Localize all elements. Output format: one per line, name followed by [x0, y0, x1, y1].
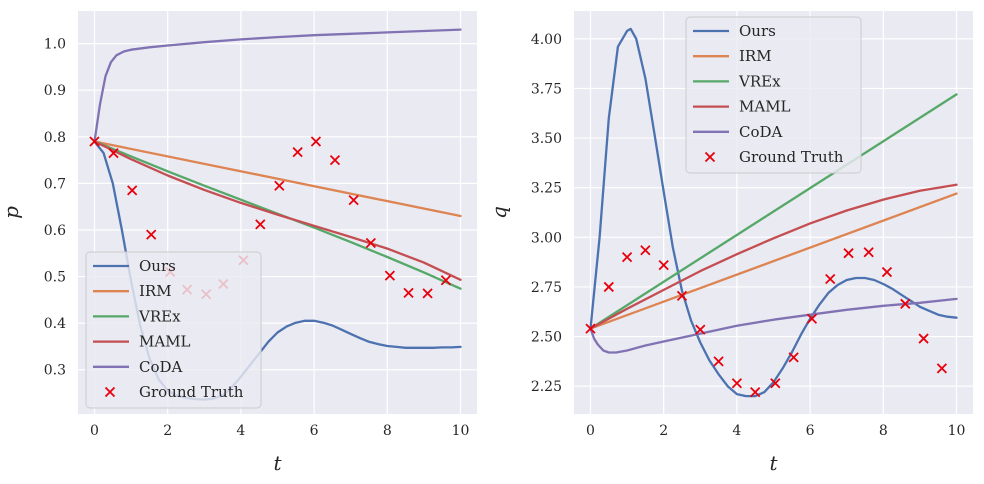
legend-swatch-ground-truth	[104, 386, 116, 398]
series-line-irm	[93, 140, 462, 218]
x-tick-label: 2	[163, 423, 172, 439]
series-line-maml	[93, 140, 462, 281]
series-group	[589, 27, 958, 398]
ground-truth-markers	[585, 245, 948, 398]
y-axis-label: q	[487, 206, 511, 219]
ground-truth-marker	[422, 288, 433, 299]
x-tick-label: 2	[659, 423, 668, 439]
y-tick-label: 0.6	[44, 223, 66, 239]
ground-truth-marker	[403, 287, 414, 299]
legend-label-ground-truth: Ground Truth	[739, 148, 844, 166]
ground-truth-marker	[310, 136, 322, 147]
y-tick-label: 0.5	[44, 270, 66, 286]
legend-label-maml: MAML	[739, 98, 791, 116]
legend-label-maml: MAML	[139, 333, 191, 351]
x-tick-label: 10	[948, 423, 966, 439]
y-tick-label: 0.4	[44, 316, 66, 332]
series-line-ours	[589, 27, 958, 398]
x-tick-label: 10	[452, 423, 470, 439]
ground-truth-marker	[843, 248, 854, 259]
ground-truth-marker	[918, 333, 929, 344]
y-tick-label: 2.50	[531, 330, 562, 346]
y-tick-label: 4.00	[531, 32, 562, 48]
legend: Ours IRM VREx MAML CoDA Ground Truth	[85, 251, 262, 409]
ground-truth-marker	[731, 378, 743, 389]
legend-box	[85, 251, 262, 409]
ground-truth-marker	[825, 273, 836, 285]
x-tick-label: 6	[310, 423, 319, 439]
ground-truth-marker	[603, 281, 614, 293]
ground-truth-marker	[585, 323, 596, 334]
x-tick-label: 4	[732, 423, 741, 439]
ground-truth-marker	[640, 245, 651, 256]
legend-label-ground-truth: Ground Truth	[139, 383, 244, 401]
ground-truth-marker	[365, 237, 376, 249]
series-line-coda	[93, 28, 462, 143]
ground-truth-marker	[713, 356, 724, 367]
left-panel-p: 0 2 4 6 8 10 0.3 0.4 0.5 0.6 0.7 0.8 0.9 1.0 t p Ours IRM…	[0, 11, 477, 475]
legend-label-ours: Ours	[139, 257, 176, 275]
ground-truth-marker	[658, 259, 669, 271]
series-line-maml	[589, 183, 958, 330]
x-tick-label: 6	[806, 423, 815, 439]
ground-truth-marker	[881, 266, 893, 278]
series-line-irm	[589, 192, 958, 330]
ground-truth-marker	[806, 313, 818, 324]
legend-label-coda: CoDA	[139, 358, 183, 376]
legend-label-irm: IRM	[139, 282, 172, 300]
x-axis-label: t	[273, 451, 282, 475]
legend-label-vrex: VREx	[138, 307, 181, 325]
y-tick-label: 3.50	[531, 131, 562, 147]
y-tick-label: 1.0	[44, 37, 66, 53]
ground-truth-marker	[863, 247, 874, 258]
y-tick-label: 2.75	[531, 280, 562, 296]
y-tick-label: 0.8	[44, 130, 66, 146]
ground-truth-marker	[695, 324, 706, 335]
y-axis-label: p	[0, 206, 23, 219]
legend: Ours IRM VREx MAML CoDA Ground Truth	[685, 16, 862, 174]
x-tick-label: 0	[90, 423, 99, 439]
ground-truth-marker	[440, 275, 452, 286]
x-tick-label: 8	[383, 423, 392, 439]
y-tick-label: 0.9	[44, 83, 66, 99]
y-tick-label: 3.00	[531, 230, 562, 246]
ground-truth-marker	[292, 147, 303, 158]
ground-truth-marker	[89, 136, 100, 147]
ground-truth-marker	[621, 252, 633, 263]
ground-truth-marker	[127, 185, 138, 196]
legend-label-irm: IRM	[739, 47, 772, 65]
ground-truth-marker	[348, 195, 359, 206]
legend-box	[685, 16, 862, 174]
x-axis-label: t	[769, 451, 778, 475]
y-tick-label: 3.75	[531, 81, 562, 97]
ground-truth-marker	[750, 387, 761, 398]
y-tick-label: 3.25	[531, 181, 562, 197]
y-tick-label: 2.25	[531, 379, 562, 395]
x-tick-label: 0	[586, 423, 595, 439]
ground-truth-marker	[146, 229, 157, 240]
ground-truth-marker	[329, 154, 341, 166]
y-tick-label: 0.3	[44, 363, 66, 379]
x-tick-label: 4	[236, 423, 245, 439]
ground-truth-marker	[676, 290, 688, 302]
legend-swatch-ground-truth	[704, 151, 716, 163]
y-tick-label: 0.7	[44, 176, 66, 192]
ground-truth-marker	[274, 180, 285, 191]
legend-label-coda: CoDA	[739, 123, 783, 141]
ground-truth-marker	[255, 219, 266, 230]
ground-truth-marker	[788, 352, 799, 363]
x-tick-label: 8	[879, 423, 888, 439]
ground-truth-marker	[936, 363, 948, 374]
ground-truth-marker	[108, 147, 119, 159]
ground-truth-marker	[384, 270, 396, 281]
legend-label-ours: Ours	[739, 22, 776, 40]
right-panel-q: 0 2 4 6 8 10 2.25 2.50 2.75 3.00 3.25 3.50 3.75 4.00 t…	[487, 11, 973, 475]
series-line-vrex	[589, 93, 958, 330]
ground-truth-marker	[900, 298, 911, 309]
legend-label-vrex: VREx	[738, 72, 781, 90]
ground-truth-marker	[770, 378, 781, 389]
series-line-coda	[589, 297, 958, 354]
